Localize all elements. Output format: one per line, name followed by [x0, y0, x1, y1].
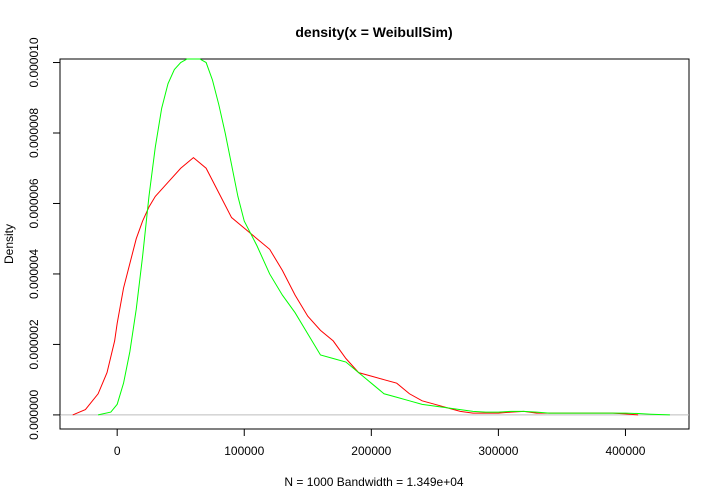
- density-line-2: [98, 58, 670, 416]
- y-axis: 0.000000 0.000002 0.000004 0.000006 0.000008…: [27, 37, 61, 440]
- x-tick-label: 100000: [224, 444, 264, 458]
- y-tick-label: 0.000010: [27, 37, 41, 87]
- chart-title: density(x = WeibullSim): [295, 24, 452, 40]
- x-axis: 0 100000 200000 300000 400000: [114, 428, 646, 458]
- x-tick-label: 200000: [351, 444, 391, 458]
- x-tick-label: 0: [114, 444, 121, 458]
- x-tick-label: 300000: [478, 444, 518, 458]
- y-tick-label: 0.000006: [27, 178, 41, 228]
- y-tick-label: 0.000004: [27, 249, 41, 299]
- x-axis-label: N = 1000 Bandwidth = 1.349e+04: [284, 475, 463, 489]
- plot-frame: [59, 58, 690, 430]
- y-tick-label: 0.000000: [27, 390, 41, 440]
- y-axis-label: Density: [2, 224, 16, 264]
- y-tick-label: 0.000008: [27, 108, 41, 158]
- y-tick-label: 0.000002: [27, 319, 41, 369]
- series-layer: [72, 58, 670, 416]
- density-line-1: [72, 157, 639, 416]
- x-tick-label: 400000: [605, 444, 645, 458]
